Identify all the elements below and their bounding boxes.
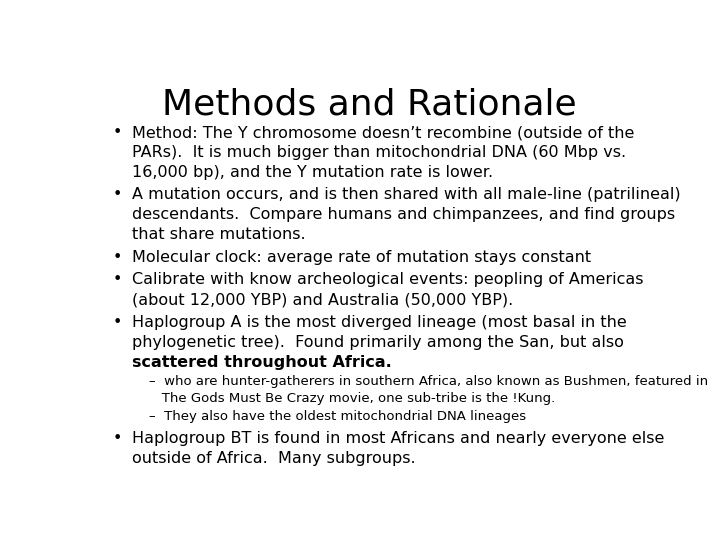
- Text: Method: The Y chromosome doesn’t recombine (outside of the: Method: The Y chromosome doesn’t recombi…: [132, 125, 634, 140]
- Text: •: •: [112, 431, 122, 445]
- Text: •: •: [112, 187, 122, 202]
- Text: •: •: [112, 250, 122, 265]
- Text: (about 12,000 YBP) and Australia (50,000 YBP).: (about 12,000 YBP) and Australia (50,000…: [132, 292, 513, 307]
- Text: Molecular clock: average rate of mutation stays constant: Molecular clock: average rate of mutatio…: [132, 250, 591, 265]
- Text: Haplogroup BT is found in most Africans and nearly everyone else: Haplogroup BT is found in most Africans …: [132, 431, 665, 445]
- Text: Calibrate with know archeological events: peopling of Americas: Calibrate with know archeological events…: [132, 272, 644, 287]
- Text: –  who are hunter-gatherers in southern Africa, also known as Bushmen, featured : – who are hunter-gatherers in southern A…: [148, 375, 708, 388]
- Text: –  They also have the oldest mitochondrial DNA lineages: – They also have the oldest mitochondria…: [148, 410, 526, 423]
- Text: •: •: [112, 272, 122, 287]
- Text: descendants.  Compare humans and chimpanzees, and find groups: descendants. Compare humans and chimpanz…: [132, 207, 675, 222]
- Text: The Gods Must Be Crazy movie, one sub-tribe is the !Kung.: The Gods Must Be Crazy movie, one sub-tr…: [148, 393, 555, 406]
- Text: that share mutations.: that share mutations.: [132, 227, 305, 242]
- Text: A mutation occurs, and is then shared with all male-line (patrilineal): A mutation occurs, and is then shared wi…: [132, 187, 680, 202]
- Text: Methods and Rationale: Methods and Rationale: [162, 87, 576, 122]
- Text: Haplogroup A is the most diverged lineage (most basal in the: Haplogroup A is the most diverged lineag…: [132, 315, 626, 330]
- Text: phylogenetic tree).  Found primarily among the San, but also: phylogenetic tree). Found primarily amon…: [132, 335, 624, 350]
- Text: scattered throughout Africa.: scattered throughout Africa.: [132, 355, 392, 369]
- Text: •: •: [112, 125, 122, 140]
- Text: outside of Africa.  Many subgroups.: outside of Africa. Many subgroups.: [132, 451, 415, 465]
- Text: PARs).  It is much bigger than mitochondrial DNA (60 Mbp vs.: PARs). It is much bigger than mitochondr…: [132, 145, 626, 160]
- Text: •: •: [112, 315, 122, 330]
- Text: 16,000 bp), and the Y mutation rate is lower.: 16,000 bp), and the Y mutation rate is l…: [132, 165, 493, 180]
